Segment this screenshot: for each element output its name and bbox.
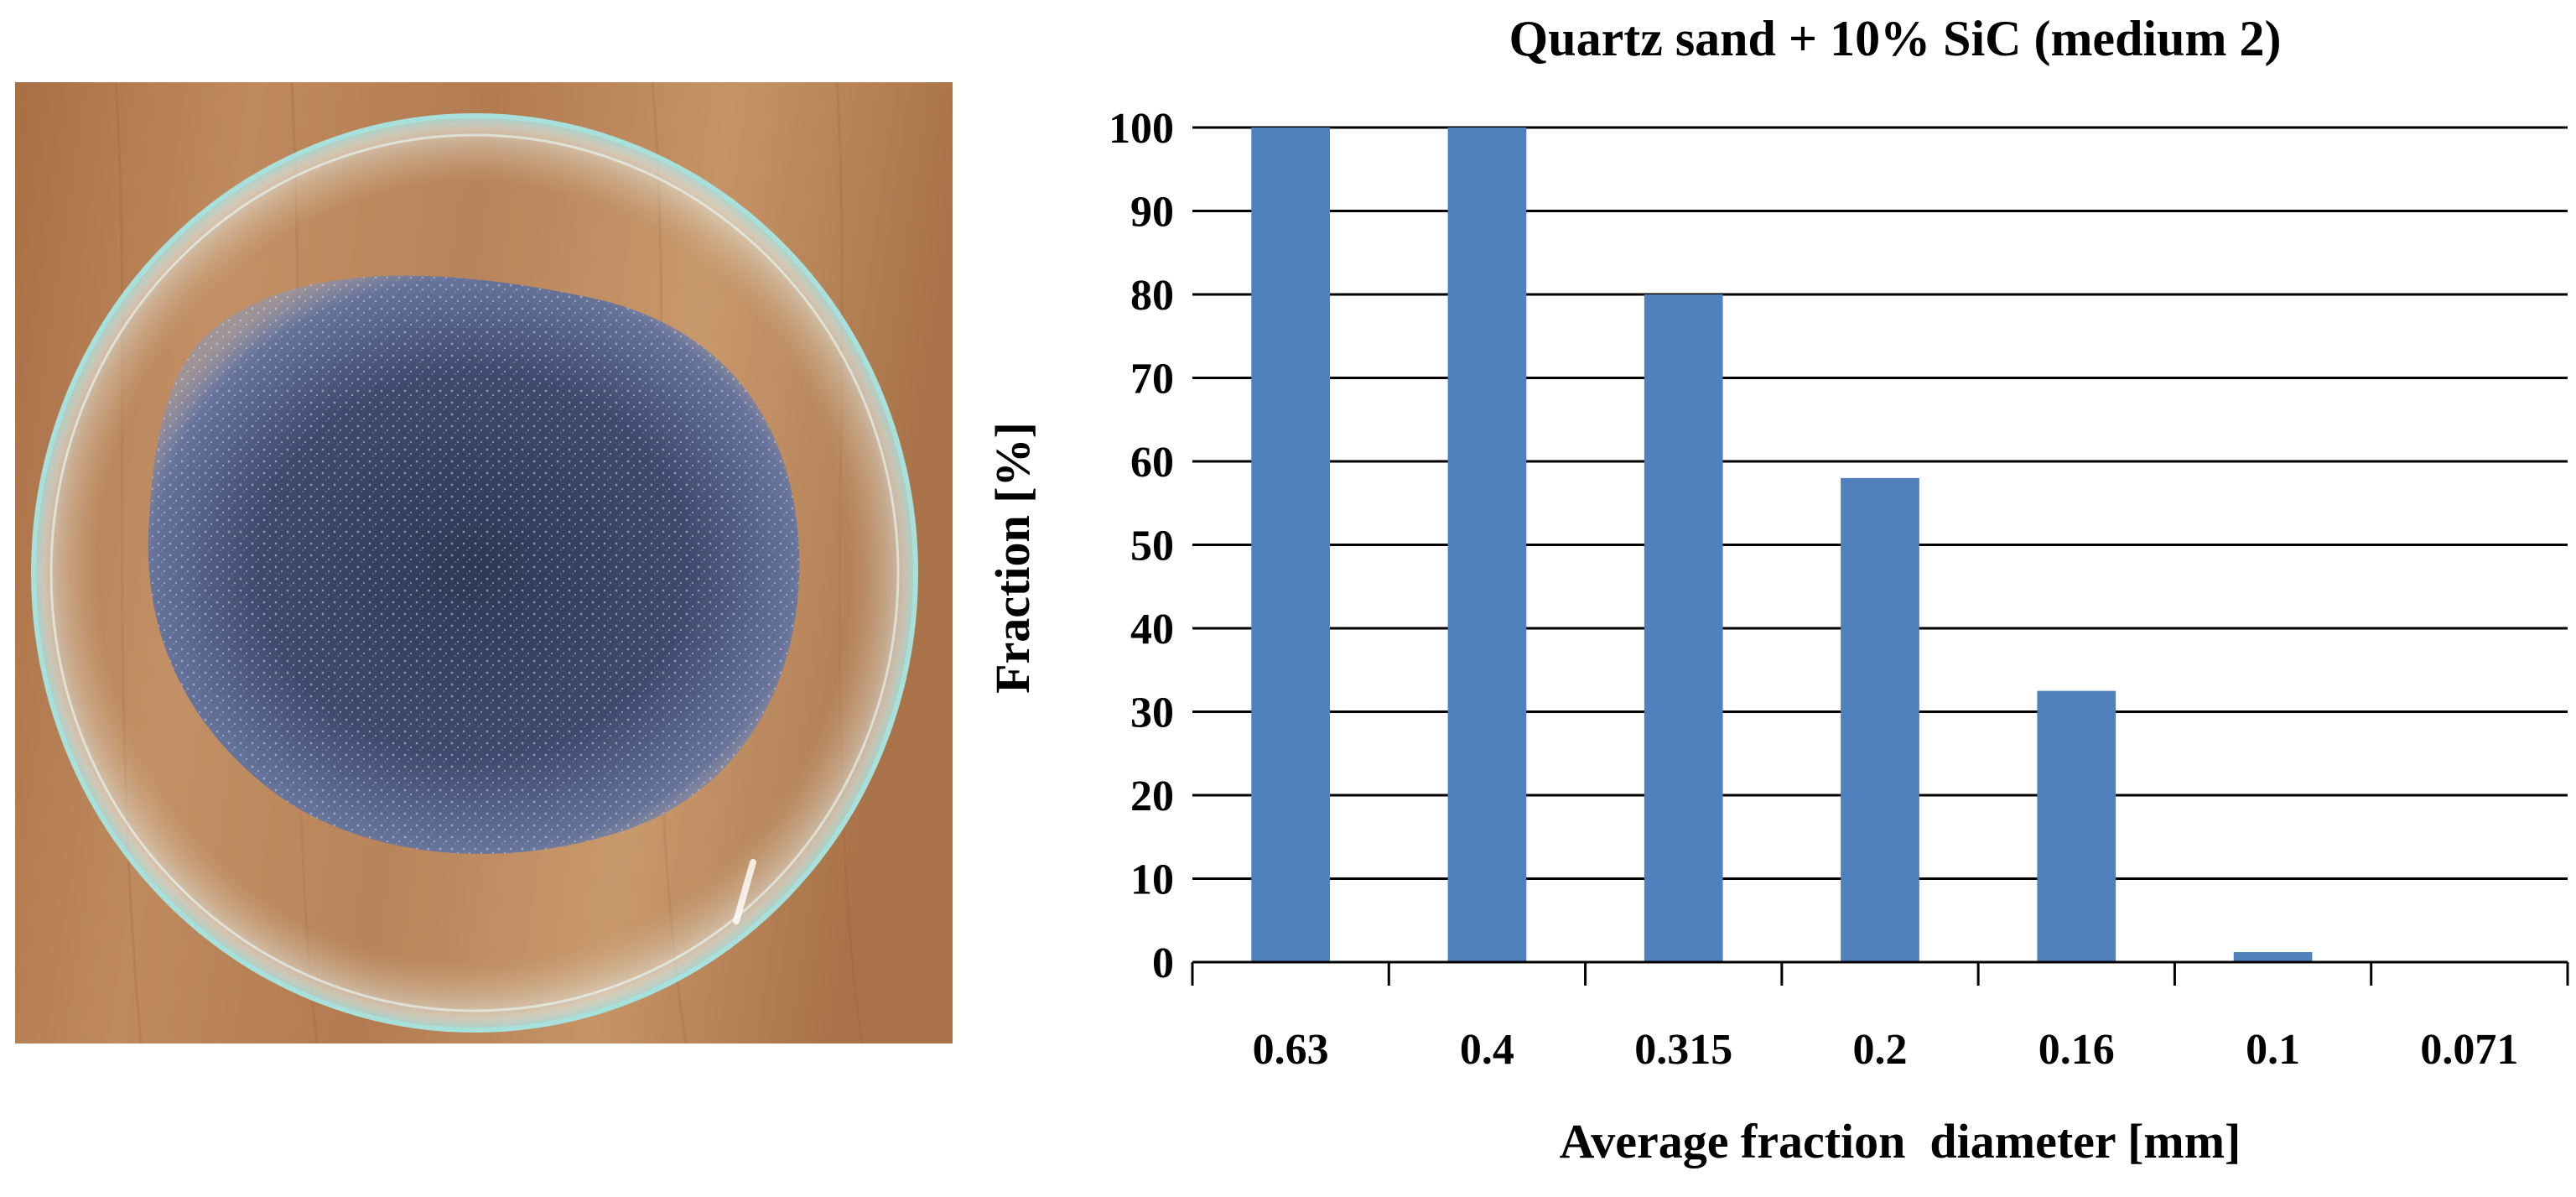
y-tick-label: 80 [1130,272,1174,320]
x-axis [1191,960,2569,986]
y-tick-label: 50 [1130,523,1174,570]
y-tick-label: 70 [1130,356,1174,403]
y-tick-label: 40 [1130,606,1174,653]
y-axis-title: Fraction [%] [985,422,1040,694]
sand-texture [148,275,800,854]
bar-0.4 [1447,128,1527,962]
x-axis-title: Average fraction diameter [mm] [1560,1114,2241,1168]
bar-chart: Quartz sand + 10% SiC (medium 2) 0 10 20 30… [985,11,2569,1168]
x-tick-label: 0.071 [2420,1026,2518,1074]
x-tick-label: 0.1 [2246,1026,2300,1074]
x-tick-label: 0.2 [1853,1026,1908,1074]
y-tick-label: 90 [1130,189,1174,237]
bar-0.1 [2233,952,2313,962]
y-tick-label: 20 [1130,773,1174,820]
x-tick-label: 0.315 [1634,1026,1732,1074]
sample-photo [15,82,953,1043]
y-tick-label: 60 [1130,439,1174,487]
bar-0.16 [2037,690,2116,962]
bars [1251,128,2313,962]
y-tick-label: 100 [1109,105,1174,153]
y-tick-label: 0 [1152,939,1174,987]
glass-highlight [733,859,756,924]
y-axis-tick-labels: 0 10 20 30 40 50 60 70 80 90 100 [1109,105,1174,987]
x-tick-label: 0.63 [1253,1026,1329,1074]
bar-0.63 [1251,128,1330,962]
y-tick-label: 10 [1130,856,1174,904]
bar-0.2 [1841,477,1919,962]
x-tick-label: 0.4 [1460,1026,1514,1074]
bar-0.315 [1644,294,1723,962]
chart-title: Quartz sand + 10% SiC (medium 2) [1509,11,2282,66]
glass-dish-inner-rim [49,133,900,1012]
y-tick-label: 30 [1130,690,1174,737]
x-tick-label: 0.16 [2038,1026,2115,1074]
x-axis-tick-labels: 0.63 0.4 0.315 0.2 0.16 0.1 0.071 [1253,1026,2519,1074]
